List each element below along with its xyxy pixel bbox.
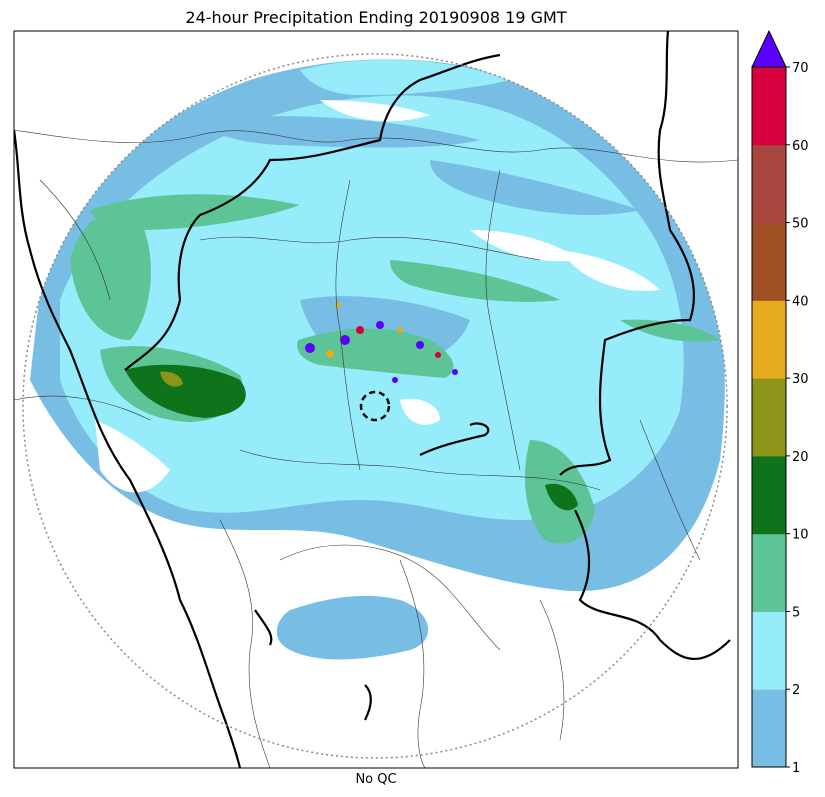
convective-cluster bbox=[297, 328, 454, 378]
no-precip-gap bbox=[95, 420, 170, 493]
state-border-southeast bbox=[574, 509, 731, 660]
no-precip-gap bbox=[560, 250, 660, 291]
state-border-west bbox=[124, 53, 501, 371]
precip-level-20-30 bbox=[160, 371, 183, 387]
coastline bbox=[14, 129, 242, 768]
radar-site-marker bbox=[359, 390, 391, 422]
radar-range-ring bbox=[22, 53, 728, 759]
state-border-center bbox=[419, 422, 490, 456]
convective-cells bbox=[305, 302, 458, 383]
map-frame bbox=[13, 30, 739, 769]
x-axis-label: No QC bbox=[355, 772, 397, 787]
no-precip-gap bbox=[400, 398, 440, 425]
border-fragment bbox=[364, 684, 372, 721]
chart-title: 24-hour Precipitation Ending 20190908 19… bbox=[185, 8, 567, 27]
precip-level-5-10 bbox=[390, 260, 560, 302]
precip-level-5-10 bbox=[70, 212, 151, 340]
precip-level-1-2-south bbox=[276, 595, 429, 660]
border-fragment bbox=[254, 609, 273, 646]
precip-level-5-10 bbox=[620, 319, 720, 342]
precip-level-10-20 bbox=[125, 364, 246, 418]
precip-level-2-5-north bbox=[300, 59, 510, 95]
precip-level-5-10 bbox=[90, 194, 300, 230]
precip-level-10-20 bbox=[545, 483, 578, 511]
district-boundaries bbox=[14, 129, 738, 768]
no-precip-gap bbox=[470, 230, 580, 262]
state-border-east bbox=[559, 31, 695, 476]
precip-streak bbox=[430, 160, 640, 215]
state-boundaries bbox=[14, 31, 731, 768]
no-precip-gap bbox=[320, 100, 430, 122]
